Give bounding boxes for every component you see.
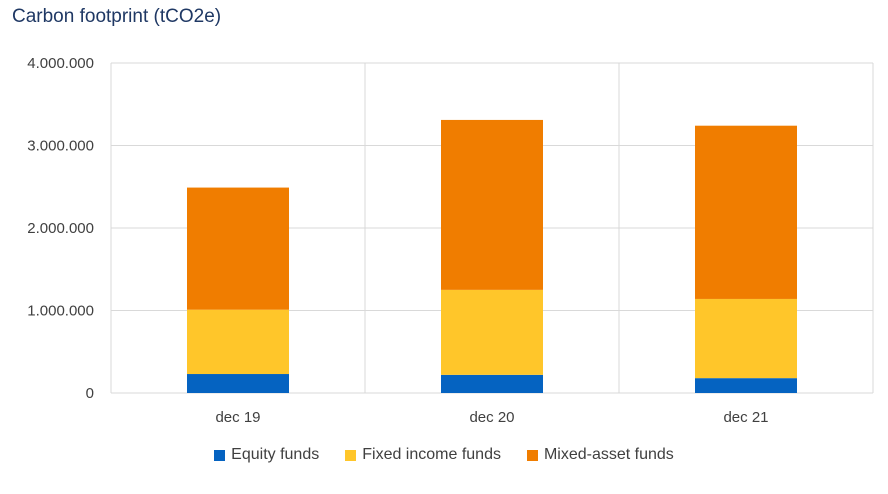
legend-label-fixed-income: Fixed income funds — [362, 446, 501, 463]
legend-label-equity: Equity funds — [231, 446, 320, 463]
legend-item-equity: Equity funds — [214, 446, 319, 464]
bar-segment-fixed-income — [695, 298, 797, 379]
x-tick-label: dec 20 — [469, 409, 514, 426]
bar-segment-fixed-income — [441, 289, 543, 375]
legend-label-mixed-asset: Mixed-asset funds — [543, 446, 674, 463]
bar-segment-mixed-asset — [695, 125, 797, 299]
bar-segment-equity — [441, 374, 543, 393]
y-tick-label: 4.000.000 — [27, 55, 94, 72]
y-tick-label: 1.000.000 — [27, 303, 94, 320]
x-tick-label: dec 21 — [723, 409, 768, 426]
y-tick-label: 0 — [86, 385, 94, 402]
legend-swatch-fixed-income — [345, 449, 357, 461]
y-tick-label: 2.000.000 — [27, 220, 94, 237]
x-tick-label: dec 19 — [215, 409, 260, 426]
bar-segment-fixed-income — [187, 309, 289, 375]
legend-swatch-equity — [214, 449, 226, 461]
bar-segment-equity — [695, 378, 797, 393]
chart-legend: Equity funds Fixed income funds Mixed-as… — [0, 446, 888, 464]
legend-item-mixed-asset: Mixed-asset funds — [526, 446, 674, 464]
y-tick-label: 3.000.000 — [27, 138, 94, 155]
legend-item-fixed-income: Fixed income funds — [345, 446, 501, 464]
legend-swatch-mixed-asset — [526, 449, 538, 461]
chart-title: Carbon footprint (tCO2e) — [12, 6, 222, 27]
bar-segment-mixed-asset — [441, 119, 543, 290]
bar-segment-mixed-asset — [187, 187, 289, 310]
bar-segment-equity — [187, 374, 289, 393]
